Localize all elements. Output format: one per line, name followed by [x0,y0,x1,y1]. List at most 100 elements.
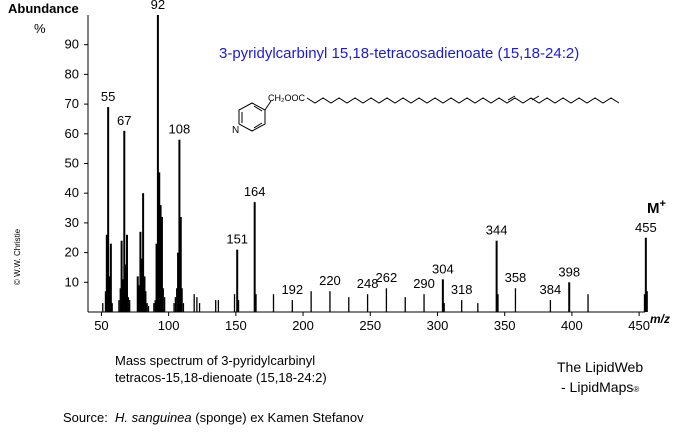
peak-bar [255,294,257,312]
peak-bar [181,288,183,312]
peak-bar [423,294,425,312]
caption-line-2: tetracos-15,18-dienoate (15,18-24:2) [115,370,327,385]
peak-bar [125,234,128,312]
double-bond-18 [531,95,540,101]
peak-label: 67 [117,113,131,128]
peak-bar [443,303,445,312]
y-tick-label: 70 [65,96,79,111]
peak-bar [160,216,163,312]
peak-bar [329,291,331,312]
x-axis-label: m/z [650,312,670,326]
peak-label: 262 [376,270,398,285]
peak-bar [215,300,217,312]
peak-label: 318 [451,282,473,297]
peak-bar [119,288,121,312]
peak-bar [497,294,499,312]
x-tick-label: 450 [628,318,650,333]
peak-bar [138,285,140,312]
source-suffix: (sponge) ex Kamen Stefanov [191,410,364,425]
peak-bar [139,231,142,312]
peak-bar [155,243,158,312]
peak-label: 455 [635,220,657,235]
peak-bar [310,291,312,312]
peak-label: 344 [486,223,508,238]
peak-bar [644,237,647,312]
peak-bar [158,172,161,312]
peak-bar [217,300,220,312]
y-tick-label: 90 [65,37,79,52]
peak-bar [198,303,201,312]
peak-bar [461,300,463,312]
peak-label: 220 [319,273,341,288]
peak-bar [196,297,198,312]
peak-bar [272,294,275,312]
y-axis-ticks: 10 20 30 40 50 60 70 80 90 [65,37,88,289]
x-tick-label: 100 [158,318,180,333]
y-tick-label: 30 [65,215,79,230]
x-tick-label: 400 [561,318,583,333]
x-tick-label: 150 [225,318,247,333]
x-tick-label: 250 [359,318,381,333]
x-tick-label: 200 [292,318,314,333]
peak-bar [129,300,131,312]
peak-bar [179,216,182,312]
y-axis-unit: % [34,21,46,36]
y-axis-label: Abundance [8,1,79,16]
y-tick-label: 80 [65,66,79,81]
peak-bar [162,288,164,312]
peak-bar [176,288,178,312]
peak-bar [178,139,181,312]
peak-bar [233,294,236,312]
peak-bar [142,193,145,312]
peak-bar [118,300,120,312]
peak-bar [154,300,156,312]
peak-bar [136,276,139,312]
peak-bar [108,276,111,312]
lipidweb-credit: The LipidWeb - LipidMaps® [557,357,643,400]
peak-label: 151 [226,232,248,247]
source-species: H. sanguinea [115,410,192,425]
y-tick-label: 40 [65,185,79,200]
peak-bar [123,130,126,312]
peak-bar [173,303,175,312]
caption-line-1: Mass spectrum of 3-pyridylcarbinyl [115,353,316,368]
x-tick-label: 350 [494,318,516,333]
y-tick-label: 60 [65,126,79,141]
peak-label: 358 [505,270,527,285]
peak-bar [153,303,155,312]
x-tick-label: 300 [427,318,449,333]
peak-bar [140,258,143,312]
peak-bar [193,294,195,312]
peak-bar [366,294,369,312]
peak-bar [159,205,162,312]
peak-label: 55 [101,89,115,104]
credit-line-2: - LipidMaps® [557,377,643,400]
peak-label: 92 [151,0,165,12]
peak-label: 290 [413,276,435,291]
peak-bar [147,306,150,312]
peak-bar [495,240,498,312]
peak-bar [121,279,124,312]
peak-bar [404,297,406,312]
y-tick-label: 10 [65,274,79,289]
peak-bar [127,297,129,312]
peak-bar [587,294,589,312]
peak-label: 192 [281,282,303,297]
peak-bar [646,291,648,312]
peak-bar [109,243,112,312]
molecular-ion-symbol: M [647,200,660,217]
peak-bar [104,291,107,312]
peak-bar [156,15,159,312]
peak-bar [105,234,108,312]
peak-label: 384 [540,282,562,297]
y-tick-label: 20 [65,245,79,260]
x-tick-label: 50 [94,318,108,333]
caption: Mass spectrum of 3-pyridylcarbinyl tetra… [115,352,327,386]
peak-bar [146,303,148,312]
peak-bar [568,282,571,312]
peak-bar [102,303,104,312]
source-prefix: Source: [63,410,116,425]
peak-bar [120,240,123,312]
peak-bar [477,303,479,312]
peak-label: 304 [432,261,454,276]
